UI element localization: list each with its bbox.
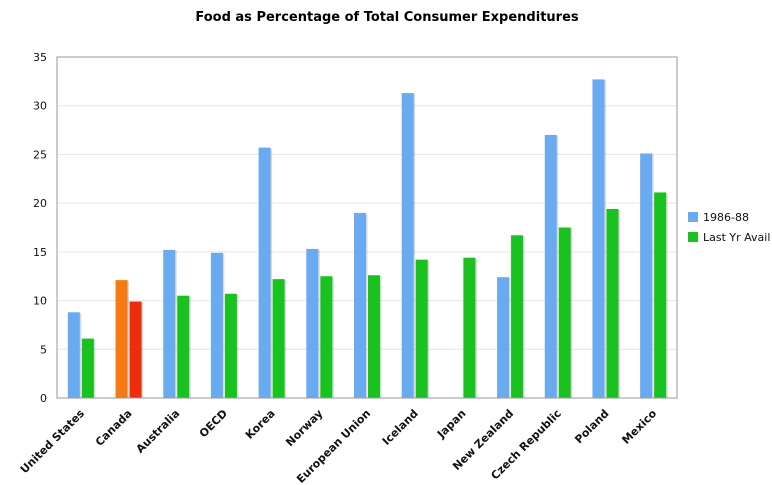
bars: [67, 79, 668, 398]
bar-series-2: [654, 192, 667, 398]
bar-shadow: [413, 94, 416, 398]
x-tick-label: Japan: [434, 407, 468, 441]
bar-shadow: [222, 253, 225, 398]
bar-series-2: [129, 301, 142, 398]
legend: 1986-88 Last Yr Avail: [688, 211, 770, 244]
y-tick-label: 5: [40, 343, 47, 356]
y-tick-label: 10: [33, 295, 47, 308]
x-tick-label: OECD: [197, 407, 230, 440]
x-tick-label: Canada: [93, 407, 135, 449]
legend-swatch: [688, 212, 698, 222]
legend-label: 1986-88: [703, 211, 749, 224]
y-tick-label: 30: [33, 100, 47, 113]
bar-shadow: [618, 209, 620, 398]
bar-shadow: [570, 228, 573, 398]
bar-series-1: [163, 249, 176, 398]
bar-shadow: [366, 213, 368, 398]
y-tick-label: 25: [33, 148, 47, 161]
bar-series-1: [115, 280, 128, 398]
bar-shadow: [604, 80, 606, 398]
bar-series-2: [224, 293, 237, 398]
bar-shadow: [523, 236, 525, 398]
bar-series-2: [415, 259, 428, 398]
bar-shadow: [509, 278, 511, 398]
y-tick-label: 15: [33, 246, 47, 259]
bar-series-2: [368, 275, 380, 398]
bar-shadow: [318, 249, 320, 398]
bar-shadow: [475, 258, 477, 398]
chart-title: Food as Percentage of Total Consumer Exp…: [195, 10, 579, 25]
bar-shadow: [332, 277, 334, 398]
y-tick-label: 20: [33, 197, 47, 210]
bar-series-2: [606, 208, 619, 398]
bar-series-1: [354, 212, 366, 398]
bar-series-2: [558, 227, 571, 398]
bar-series-1: [401, 93, 414, 398]
bar-series-2: [81, 338, 94, 398]
bar-series-1: [640, 153, 653, 398]
bar-shadow: [652, 154, 654, 398]
bar-shadow: [270, 148, 273, 398]
bar-shadow: [93, 339, 96, 398]
bar-series-1: [67, 312, 80, 398]
bar-shadow: [189, 296, 191, 398]
bar-shadow: [284, 280, 287, 398]
bar-series-1: [210, 252, 223, 398]
bar-series-1: [258, 147, 271, 398]
y-tick-label: 0: [40, 392, 47, 405]
bar-series-1: [306, 248, 319, 398]
bar-shadow: [427, 260, 430, 398]
x-tick-label: Australia: [134, 407, 183, 456]
x-tick-label: Mexico: [619, 407, 659, 447]
bar-shadow: [380, 276, 382, 398]
y-axis-ticks: 0 5 10 15 20 25 30 35: [33, 51, 47, 405]
x-tick-label: Norway: [283, 407, 325, 449]
bar-shadow: [175, 250, 177, 398]
bar-series-1: [592, 79, 605, 398]
plot-frame: [56, 56, 678, 399]
bar-series-2: [320, 276, 333, 398]
bar-shadow: [666, 193, 668, 398]
bar-series-1: [497, 277, 510, 398]
x-tick-label: Poland: [572, 407, 611, 446]
y-tick-label: 35: [33, 51, 47, 64]
legend-swatch: [688, 232, 698, 242]
x-tick-label: Korea: [243, 407, 278, 442]
bar-series-2: [511, 235, 524, 398]
bar-shadow: [127, 281, 130, 398]
x-tick-label: Iceland: [380, 407, 421, 448]
bar-series-2: [463, 257, 476, 398]
x-tick-label: United States: [18, 407, 87, 476]
gridlines: [57, 105, 677, 350]
legend-label: Last Yr Avail: [703, 231, 770, 244]
bar-shadow: [556, 135, 559, 398]
bar-shadow: [236, 294, 239, 398]
bar-series-2: [272, 279, 285, 398]
bar-shadow: [141, 302, 144, 398]
bar-series-2: [177, 295, 190, 398]
bar-shadow: [79, 313, 82, 398]
bar-series-1: [544, 134, 557, 398]
